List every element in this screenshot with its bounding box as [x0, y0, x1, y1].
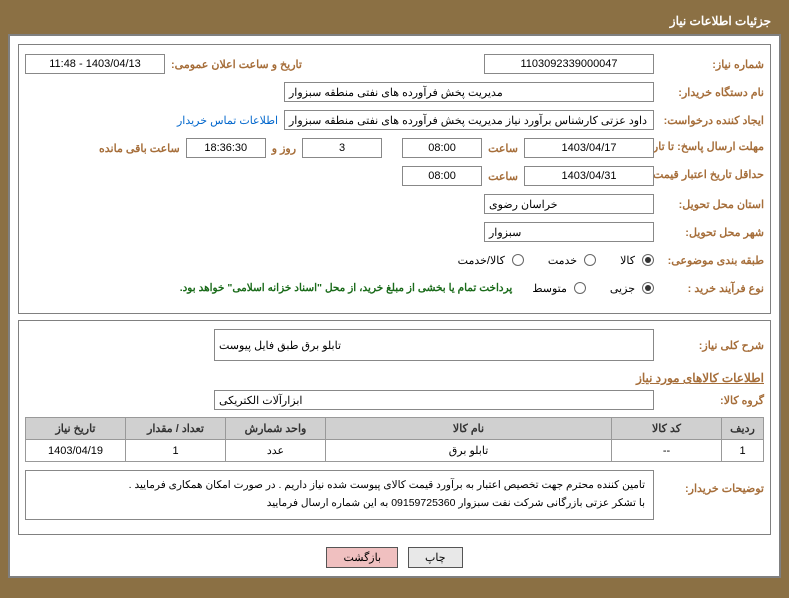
province-field: خراسان رضوی — [484, 194, 654, 214]
summary-field: تابلو برق طبق فایل پیوست — [214, 329, 654, 361]
row-deadline: مهلت ارسال پاسخ: تا تاریخ: 1403/04/17 سا… — [25, 137, 764, 159]
td-unit: عدد — [226, 440, 326, 462]
validity-date-field: 1403/04/31 — [524, 166, 654, 186]
button-row: چاپ بازگشت — [18, 541, 771, 568]
desc-line-2: با تشکر عزتی بازرگانی شرکت نفت سبزوار 09… — [34, 495, 645, 513]
time-remain-field: 18:36:30 — [186, 138, 266, 158]
radio-medium-label: متوسط — [532, 282, 567, 295]
radio-goods-label: کالا — [620, 254, 635, 267]
th-code: کد کالا — [612, 418, 722, 440]
deadline-time-field: 08:00 — [402, 138, 482, 158]
deadline-label: مهلت ارسال پاسخ: تا تاریخ: — [654, 141, 764, 154]
row-category: طبقه بندی موضوعی: کالا خدمت کالا/خدمت — [25, 249, 764, 271]
radio-medium[interactable] — [574, 282, 586, 294]
radio-goods[interactable] — [642, 254, 654, 266]
page-container: جزئیات اطلاعات نیاز شماره نیاز: 11030923… — [0, 0, 789, 586]
row-province: استان محل تحویل: خراسان رضوی — [25, 193, 764, 215]
th-unit: واحد شمارش — [226, 418, 326, 440]
desc-box: تامین کننده محترم جهت تخصیص اعتبار به بر… — [25, 470, 654, 520]
row-process: نوع فرآیند خرید : جزیی متوسط پرداخت تمام… — [25, 277, 764, 299]
need-number-field: 1103092339000047 — [484, 54, 654, 74]
validity-label: حداقل تاریخ اعتبار قیمت: تا تاریخ: — [654, 169, 764, 182]
category-label: طبقه بندی موضوعی: — [654, 254, 764, 267]
buyer-org-label: نام دستگاه خریدار: — [654, 86, 764, 99]
radio-service-label: خدمت — [548, 254, 577, 267]
td-code: -- — [612, 440, 722, 462]
row-buyer-org: نام دستگاه خریدار: مدیریت پخش فرآورده ها… — [25, 81, 764, 103]
creator-label: ایجاد کننده درخواست: — [654, 114, 764, 127]
time-label-1: ساعت — [482, 142, 524, 155]
city-field: سبزوار — [484, 222, 654, 242]
radio-partial-label: جزیی — [610, 282, 635, 295]
days-word: روز و — [266, 142, 302, 155]
days-remain-field: 3 — [302, 138, 382, 158]
contact-link[interactable]: اطلاعات تماس خریدار — [171, 114, 284, 127]
process-note: پرداخت تمام یا بخشی از مبلغ خرید، از محل… — [180, 282, 513, 294]
summary-label: شرح کلی نیاز: — [654, 339, 764, 352]
radio-both[interactable] — [512, 254, 524, 266]
city-label: شهر محل تحویل: — [654, 226, 764, 239]
td-idx: 1 — [722, 440, 764, 462]
td-name: تابلو برق — [326, 440, 612, 462]
page-title: جزئیات اطلاعات نیاز — [8, 8, 781, 34]
creator-field: داود عزتی کارشناس برآورد نیاز مدیریت پخش… — [284, 110, 654, 130]
time-label-2: ساعت — [482, 170, 524, 183]
th-row: ردیف — [722, 418, 764, 440]
desc-label: توضیحات خریدار: — [654, 470, 764, 495]
goods-section-header: اطلاعات کالاهای مورد نیاز — [25, 367, 764, 389]
row-summary: شرح کلی نیاز: تابلو برق طبق فایل پیوست — [25, 329, 764, 361]
table-row: 1 -- تابلو برق عدد 1 1403/04/19 — [26, 440, 764, 462]
td-qty: 1 — [126, 440, 226, 462]
radio-partial[interactable] — [642, 282, 654, 294]
radio-both-label: کالا/خدمت — [458, 254, 505, 267]
need-number-label: شماره نیاز: — [654, 58, 764, 71]
group-label: گروه کالا: — [654, 394, 764, 407]
row-need-number: شماره نیاز: 1103092339000047 تاریخ و ساع… — [25, 53, 764, 75]
row-group: گروه کالا: ابزارآلات الکتریکی — [25, 389, 764, 411]
group-field: ابزارآلات الکتریکی — [214, 390, 654, 410]
announce-label: تاریخ و ساعت اعلان عمومی: — [165, 58, 302, 71]
td-date: 1403/04/19 — [26, 440, 126, 462]
desc-line-1: تامین کننده محترم جهت تخصیص اعتبار به بر… — [34, 477, 645, 495]
table-header-row: ردیف کد کالا نام کالا واحد شمارش تعداد /… — [26, 418, 764, 440]
deadline-date-field: 1403/04/17 — [524, 138, 654, 158]
main-panel: شماره نیاز: 1103092339000047 تاریخ و ساع… — [8, 34, 781, 578]
validity-time-field: 08:00 — [402, 166, 482, 186]
buyer-org-field: مدیریت پخش فرآورده های نفتی منطقه سبزوار — [284, 82, 654, 102]
back-button[interactable]: بازگشت — [326, 547, 398, 568]
radio-service[interactable] — [584, 254, 596, 266]
process-label: نوع فرآیند خرید : — [654, 282, 764, 295]
category-radios: کالا خدمت کالا/خدمت — [458, 254, 654, 267]
row-city: شهر محل تحویل: سبزوار — [25, 221, 764, 243]
announce-field: 1403/04/13 - 11:48 — [25, 54, 165, 74]
th-qty: تعداد / مقدار — [126, 418, 226, 440]
goods-box: شرح کلی نیاز: تابلو برق طبق فایل پیوست ا… — [18, 320, 771, 535]
details-box: شماره نیاز: 1103092339000047 تاریخ و ساع… — [18, 44, 771, 314]
row-creator: ایجاد کننده درخواست: داود عزتی کارشناس ب… — [25, 109, 764, 131]
th-name: نام کالا — [326, 418, 612, 440]
th-date: تاریخ نیاز — [26, 418, 126, 440]
remain-suffix: ساعت باقی مانده — [93, 142, 186, 155]
goods-table: ردیف کد کالا نام کالا واحد شمارش تعداد /… — [25, 417, 764, 462]
row-desc: توضیحات خریدار: تامین کننده محترم جهت تخ… — [25, 470, 764, 520]
print-button[interactable]: چاپ — [408, 547, 463, 568]
process-radios: جزیی متوسط — [532, 282, 654, 295]
row-validity: حداقل تاریخ اعتبار قیمت: تا تاریخ: 1403/… — [25, 165, 764, 187]
province-label: استان محل تحویل: — [654, 198, 764, 211]
